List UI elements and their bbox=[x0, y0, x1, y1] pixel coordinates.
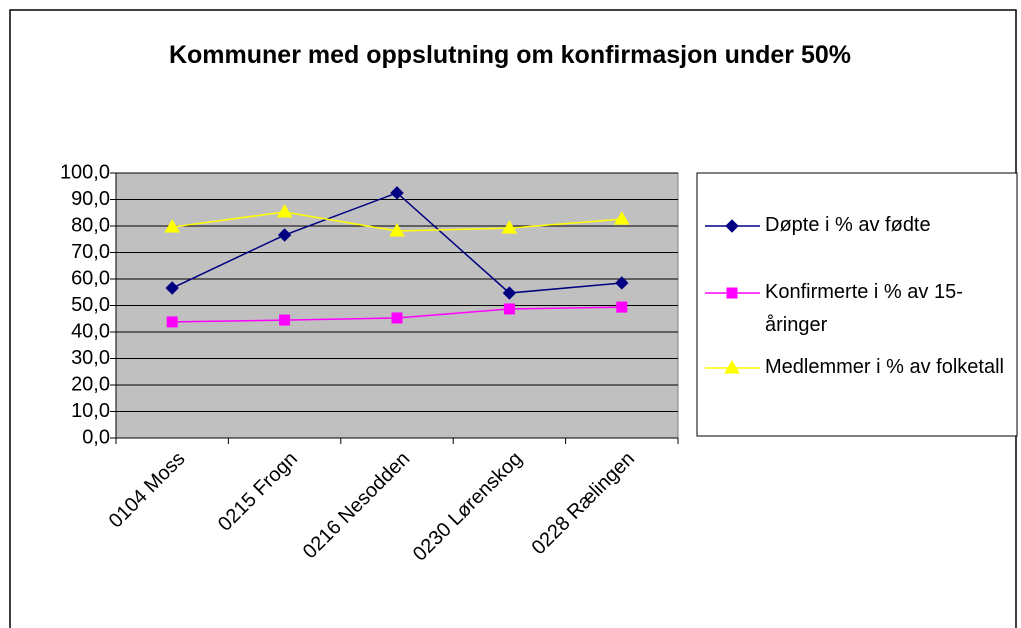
y-tick-label: 30,0 bbox=[71, 347, 110, 369]
marker bbox=[276, 203, 293, 218]
y-tick-label: 70,0 bbox=[71, 241, 110, 263]
marker bbox=[616, 301, 628, 313]
marker bbox=[390, 186, 404, 200]
marker bbox=[164, 219, 181, 233]
marker bbox=[277, 228, 292, 242]
marker bbox=[389, 223, 405, 237]
legend-label: Konfirmerte i % av 15-åringer bbox=[765, 281, 963, 336]
y-tick-label: 100,0 bbox=[60, 161, 110, 183]
legend-label: Medlemmer i % av folketall bbox=[765, 356, 1004, 378]
legend-label: Døpte i % av fødte bbox=[765, 214, 931, 236]
y-tick-label: 0,0 bbox=[82, 426, 110, 448]
marker bbox=[279, 314, 291, 326]
marker bbox=[166, 316, 178, 328]
legend-box bbox=[696, 172, 1018, 437]
y-tick-label: 20,0 bbox=[71, 373, 110, 395]
marker bbox=[726, 287, 738, 299]
marker bbox=[613, 211, 630, 225]
marker bbox=[391, 312, 403, 324]
y-tick-label: 50,0 bbox=[71, 294, 110, 316]
marker bbox=[724, 360, 740, 374]
marker bbox=[503, 303, 515, 315]
y-tick-label: 60,0 bbox=[71, 267, 110, 289]
marker bbox=[165, 281, 179, 295]
marker bbox=[615, 276, 629, 290]
marker bbox=[502, 286, 517, 300]
y-tick-label: 40,0 bbox=[71, 320, 110, 342]
y-tick-label: 80,0 bbox=[71, 214, 110, 236]
marker bbox=[725, 219, 739, 233]
chart-title: Kommuner med oppslutning om konfirmasjon… bbox=[168, 41, 851, 69]
y-tick-label: 90,0 bbox=[71, 188, 110, 210]
marker bbox=[501, 220, 518, 234]
y-tick-label: 10,0 bbox=[71, 400, 110, 422]
